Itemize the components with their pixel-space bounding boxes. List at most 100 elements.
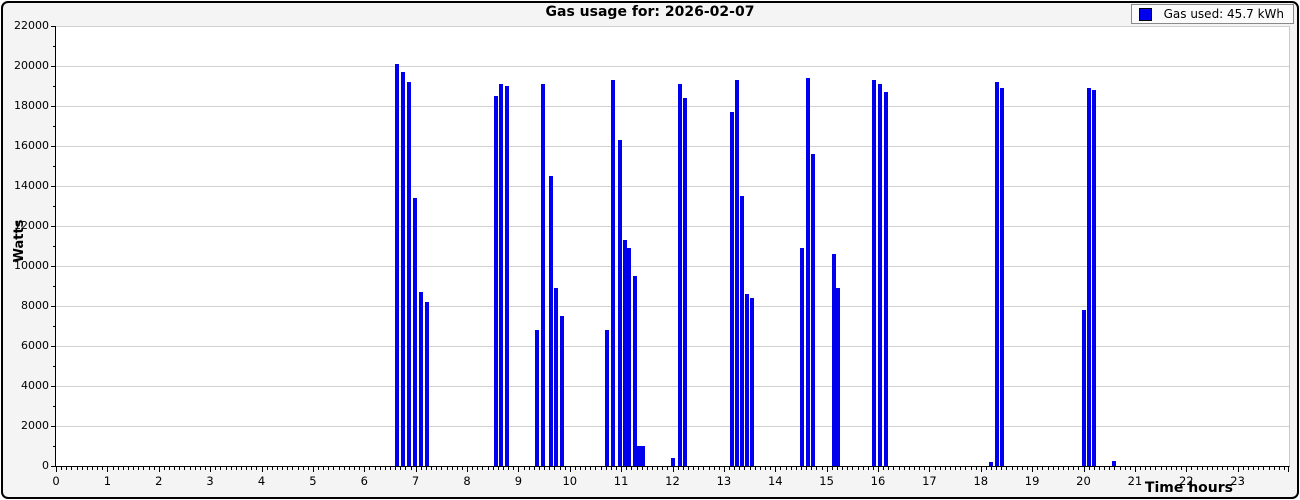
y-major-tick [51,226,56,227]
x-minor-tick [1001,466,1003,470]
x-minor-tick [1165,466,1167,470]
x-minor-tick [1196,466,1198,470]
x-minor-tick [1283,466,1285,470]
x-minor-tick [235,466,237,470]
x-minor-tick [703,466,705,470]
x-minor-tick [693,466,695,470]
x-minor-tick [924,466,926,470]
gas-usage-bar [627,248,632,466]
y-major-tick [51,26,56,27]
x-minor-tick [883,466,885,470]
x-minor-tick [199,466,201,470]
x-minor-tick [395,466,397,470]
gas-usage-bar [401,72,406,466]
y-tick-label: 10000 [14,259,49,272]
x-minor-tick [92,466,93,470]
gas-usage-bar [670,458,675,466]
gas-usage-bar [505,86,510,466]
x-major-tick [261,466,263,472]
y-tick-label: 8000 [21,299,49,312]
x-minor-tick [220,466,222,470]
gridline [56,346,1289,347]
gas-usage-bar [1086,88,1091,466]
gas-usage-bar [810,154,815,466]
gridline [56,226,1289,227]
x-minor-tick [1098,466,1100,470]
x-major-tick [210,466,212,472]
x-minor-tick [425,466,427,470]
x-tick-label: 14 [767,474,783,488]
gas-usage-bar [744,294,749,466]
x-minor-tick [389,466,391,470]
x-minor-tick [174,466,176,470]
y-minor-tick [53,246,56,247]
x-minor-tick [759,466,761,470]
gas-usage-bar [641,446,646,466]
x-minor-tick [297,466,299,470]
x-minor-tick [472,466,474,470]
x-minor-tick [1253,466,1254,470]
y-major-tick [51,186,56,187]
x-minor-tick [497,466,499,470]
x-minor-tick [600,466,602,470]
gridline [56,266,1289,267]
x-minor-tick [133,466,135,470]
gas-usage-bar [632,276,637,466]
x-minor-tick [590,466,592,470]
gas-usage-bar [419,292,424,466]
x-tick-label: 16 [870,474,886,488]
x-minor-tick [1217,466,1219,470]
x-minor-tick [908,466,910,470]
x-minor-tick [400,466,402,470]
x-minor-tick [965,466,967,470]
x-major-tick [518,466,520,472]
x-minor-tick [580,466,581,470]
gas-usage-bar [836,288,841,466]
x-minor-tick [1011,466,1013,470]
x-minor-tick [631,466,633,470]
x-minor-tick [852,466,854,470]
x-major-tick [980,466,982,472]
gas-usage-bar [1081,310,1086,466]
x-minor-tick [842,466,843,470]
gas-usage-bar [994,82,999,466]
x-minor-tick [605,466,607,470]
gridline [56,66,1289,67]
x-minor-tick [729,466,730,470]
x-minor-tick [682,466,684,470]
x-minor-tick [836,466,838,470]
x-minor-tick [944,466,946,470]
gridline [56,26,1289,27]
y-major-tick [51,346,56,347]
x-minor-tick [328,466,330,470]
x-minor-tick [595,466,597,470]
y-minor-tick [53,446,56,447]
x-tick-label: 3 [206,474,214,488]
x-minor-tick [749,466,751,470]
x-minor-tick [307,466,309,470]
x-major-tick [1083,466,1085,472]
x-tick-label: 5 [309,474,317,488]
x-minor-tick [492,466,494,470]
x-minor-tick [477,466,479,470]
x-major-tick [672,466,674,472]
gas-usage-bar [739,196,744,466]
x-minor-tick [420,466,422,470]
x-minor-tick [744,466,746,470]
x-major-tick [929,466,931,472]
x-minor-tick [230,466,232,470]
x-minor-tick [148,466,150,470]
gas-usage-bar [611,80,616,466]
x-tick-label: 18 [973,474,989,488]
x-minor-tick [806,466,808,470]
gas-usage-bar [683,98,688,466]
x-minor-tick [919,466,921,470]
x-minor-tick [266,466,268,470]
x-minor-tick [847,466,849,470]
x-minor-tick [1176,466,1177,470]
y-tick-label: 0 [42,459,49,472]
gas-usage-bar [535,330,540,466]
gas-usage-bar [799,248,804,466]
x-minor-tick [323,466,325,470]
